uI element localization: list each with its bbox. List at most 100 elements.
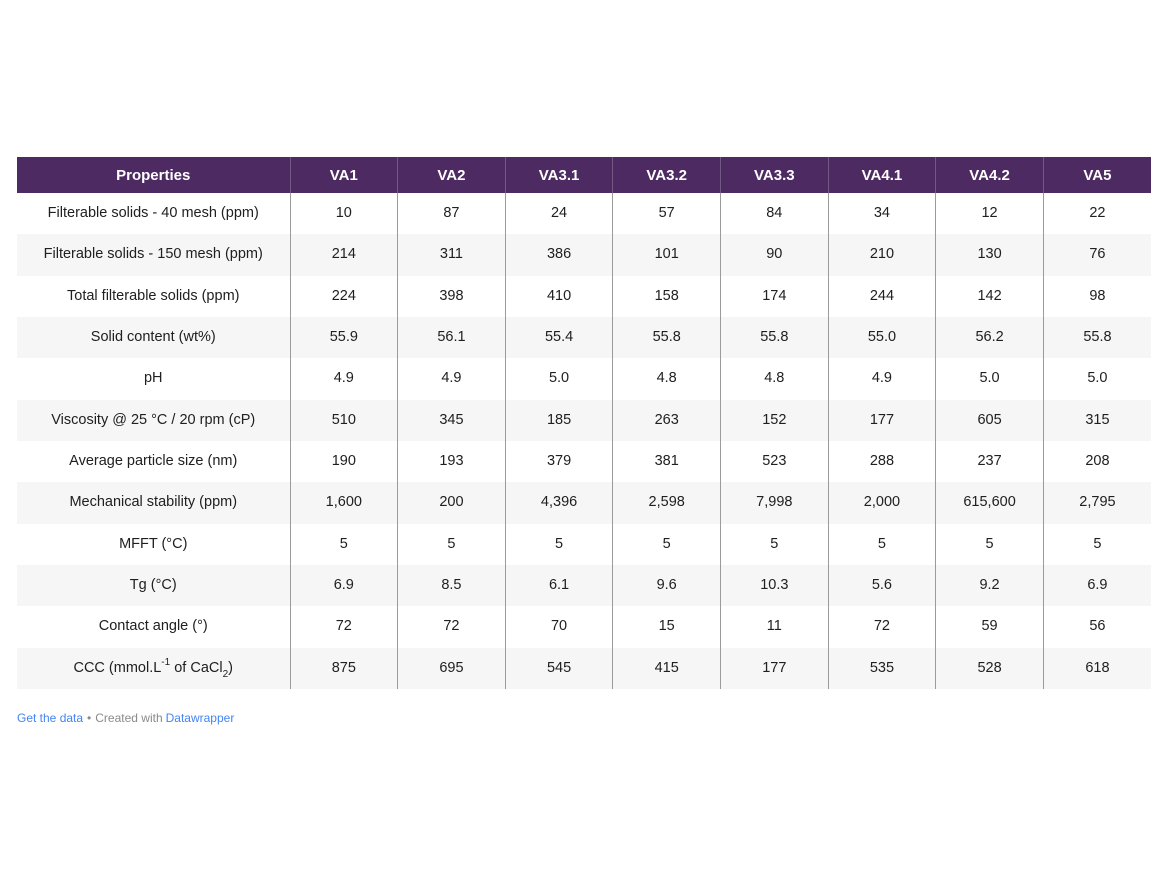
- cell: 5.0: [935, 358, 1044, 400]
- cell: 55.8: [720, 316, 829, 359]
- cell: 5: [504, 523, 613, 565]
- cell: 510: [289, 399, 398, 441]
- superscript: -1: [161, 656, 171, 668]
- cell: 5: [935, 523, 1044, 565]
- cell: 55.8: [612, 316, 721, 359]
- cell: 381: [612, 440, 721, 483]
- cell: 5: [289, 523, 398, 565]
- cell: 615,600: [935, 482, 1044, 524]
- row-label: Average particle size (nm): [69, 452, 238, 469]
- row-label: CCC (mmol.L-1 of CaCl2): [73, 656, 233, 681]
- cell: 59: [935, 606, 1044, 648]
- get-the-data-link[interactable]: Get the data: [17, 711, 84, 725]
- cell: 695: [397, 647, 506, 689]
- cell: 6.9: [1042, 564, 1151, 607]
- cell: 214: [289, 234, 398, 276]
- cell: 55.8: [1042, 316, 1151, 359]
- cell: 5: [612, 523, 721, 565]
- table-row: Total filterable solids (ppm) 224 398 410 15…: [17, 275, 1151, 317]
- row-label: Filterable solids - 150 mesh (ppm): [43, 246, 263, 263]
- cell: 875: [289, 647, 398, 689]
- cell: 55.9: [289, 316, 398, 359]
- cell: 545: [504, 647, 613, 689]
- cell: 4,396: [504, 482, 613, 524]
- table-row: CCC (mmol.L-1 of CaCl2) 875 695 545 415 177 53…: [17, 647, 1151, 689]
- row-label: pH: [143, 370, 163, 387]
- cell: 10: [289, 193, 398, 235]
- cell: 535: [827, 647, 936, 689]
- table-row: Contact angle (°) 72 72 70 15 11 72 59 56: [17, 606, 1151, 648]
- cell: 2,795: [1042, 482, 1151, 524]
- cell: 5: [1042, 523, 1151, 565]
- row-label: Solid content (wt%): [90, 328, 216, 345]
- row-label: Tg (°C): [129, 576, 177, 593]
- cell: 70: [504, 606, 613, 648]
- cell: 200: [397, 482, 506, 524]
- cell: 56.1: [397, 316, 506, 359]
- column-header-va4-1: VA4.1: [827, 157, 936, 193]
- table-row: Mechanical stability (ppm) 1,600 200 4,396 2…: [17, 482, 1151, 524]
- cell: 1,600: [289, 482, 398, 524]
- datawrapper-table-visualization: Properties VA1 VA2 VA3.1 VA3.2 VA3.3 VA4.1 VA4.…: [17, 157, 1151, 689]
- cell: 56: [1042, 606, 1151, 648]
- table-row: MFFT (°C) 5 5 5 5 5 5 5 5: [17, 523, 1151, 565]
- cell: 5: [397, 523, 506, 565]
- cell: 5.0: [504, 358, 613, 400]
- cell: 605: [935, 399, 1044, 441]
- cell: 398: [397, 275, 506, 317]
- cell: 379: [504, 440, 613, 483]
- cell: 2,000: [827, 482, 936, 524]
- cell: 130: [935, 234, 1044, 276]
- cell: 210: [827, 234, 936, 276]
- datawrapper-link[interactable]: Datawrapper: [165, 711, 235, 725]
- cell: 101: [612, 234, 721, 276]
- cell: 56.2: [935, 316, 1044, 359]
- cell: 87: [397, 193, 506, 235]
- cell: 6.9: [289, 564, 398, 607]
- table-row: Filterable solids - 40 mesh (ppm) 10 87 24 5…: [17, 193, 1151, 235]
- cell: 84: [720, 193, 829, 235]
- subscript: 2: [222, 669, 229, 681]
- cell: 528: [935, 647, 1044, 689]
- cell: 55.4: [504, 316, 613, 359]
- cell: 15: [612, 606, 721, 648]
- cell: 98: [1042, 275, 1151, 317]
- header-row: Properties VA1 VA2 VA3.1 VA3.2 VA3.3 VA4.1 VA4.…: [17, 157, 1151, 193]
- cell: 4.9: [397, 358, 506, 400]
- column-header-va1: VA1: [289, 157, 398, 193]
- cell: 72: [827, 606, 936, 648]
- row-label: Mechanical stability (ppm): [69, 494, 238, 511]
- cell: 55.0: [827, 316, 936, 359]
- cell: 76: [1042, 234, 1151, 276]
- cell: 386: [504, 234, 613, 276]
- cell: 7,998: [720, 482, 829, 524]
- cell: 410: [504, 275, 613, 317]
- cell: 22: [1042, 193, 1151, 235]
- cell: 5: [827, 523, 936, 565]
- cell: 315: [1042, 399, 1151, 441]
- cell: 177: [720, 647, 829, 689]
- table-body: Filterable solids - 40 mesh (ppm) 10 87 24 5…: [17, 193, 1151, 689]
- table-row: Tg (°C) 6.9 8.5 6.1 9.6 10.3 5.6 9.2 6.9: [17, 564, 1151, 607]
- cell: 72: [397, 606, 506, 648]
- column-header-va5: VA5: [1042, 157, 1151, 193]
- column-header-va3-3: VA3.3: [720, 157, 829, 193]
- cell: 288: [827, 440, 936, 483]
- cell: 4.9: [827, 358, 936, 400]
- row-label: Viscosity @ 25 °C / 20 rpm (cP): [51, 411, 256, 428]
- cell: 8.5: [397, 564, 506, 607]
- table-header: Properties VA1 VA2 VA3.1 VA3.2 VA3.3 VA4.1 VA4.…: [17, 157, 1151, 193]
- column-header-properties: Properties: [17, 157, 290, 193]
- cell: 345: [397, 399, 506, 441]
- cell: 177: [827, 399, 936, 441]
- cell: 90: [720, 234, 829, 276]
- cell: 4.9: [289, 358, 398, 400]
- cell: 224: [289, 275, 398, 317]
- table-row: Solid content (wt%) 55.9 56.1 55.4 55.8 55.8 5…: [17, 316, 1151, 359]
- cell: 193: [397, 440, 506, 483]
- cell: 9.2: [935, 564, 1044, 607]
- cell: 9.6: [612, 564, 721, 607]
- cell: 142: [935, 275, 1044, 317]
- row-label: Total filterable solids (ppm): [67, 287, 240, 304]
- footer: Get the data • Created with Datawrapper: [17, 711, 234, 725]
